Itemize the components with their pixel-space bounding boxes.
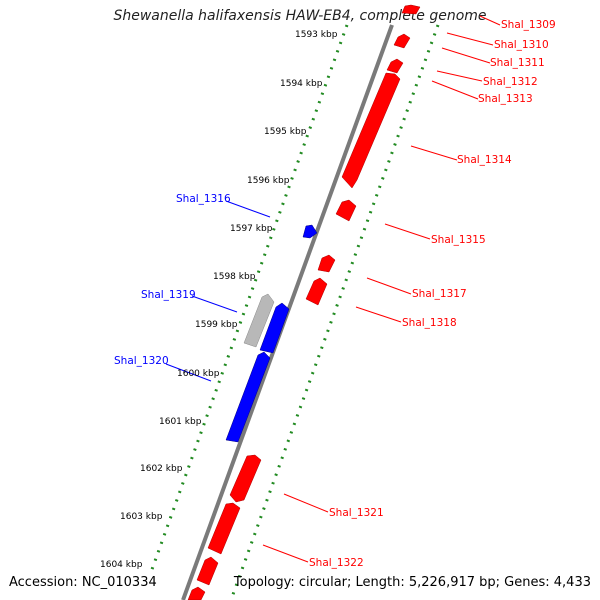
gene-label-shal-1312[interactable]: Shal_1312 bbox=[483, 76, 538, 88]
gene-shal-1309[interactable] bbox=[401, 4, 421, 15]
gene-shal-1321[interactable] bbox=[229, 454, 262, 503]
tick-label: 1595 kbp bbox=[264, 127, 307, 137]
gene-shal-1317[interactable] bbox=[317, 254, 336, 273]
gene-label-shal-1309[interactable]: Shal_1309 bbox=[501, 19, 556, 31]
gene-shal-1319-other[interactable] bbox=[243, 293, 275, 348]
gene-partial-bottom[interactable] bbox=[187, 586, 206, 600]
gene-labels: Shal_1309 Shal_1310 Shal_1311 Shal_1312 Shal… bbox=[114, 19, 556, 569]
gene-shal-1311[interactable] bbox=[386, 58, 404, 74]
right-leader-lines bbox=[262, 15, 501, 563]
tick-label: 1596 kbp bbox=[247, 176, 290, 186]
gene-label-shal-1322[interactable]: Shal_1322 bbox=[309, 557, 364, 569]
gene-shal-1322a[interactable] bbox=[207, 502, 241, 555]
tick-label: 1600 kbp bbox=[177, 369, 220, 379]
gene-label-shal-1313[interactable]: Shal_1313 bbox=[478, 93, 533, 105]
tick-label: 1593 kbp bbox=[295, 30, 338, 40]
tick-label: 1598 kbp bbox=[213, 272, 256, 282]
gene-shal-1320[interactable] bbox=[225, 351, 271, 443]
gene-label-shal-1311[interactable]: Shal_1311 bbox=[490, 57, 545, 69]
gene-shal-1322b[interactable] bbox=[196, 556, 219, 586]
kbp-labels: 1593 kbp 1594 kbp 1595 kbp 1596 kbp 1597 kbp… bbox=[100, 30, 338, 570]
genome-summary: Topology: circular; Length: 5,226,917 bp… bbox=[233, 575, 591, 590]
tick-label: 1599 kbp bbox=[195, 320, 238, 330]
gene-label-shal-1320[interactable]: Shal_1320 bbox=[114, 355, 169, 367]
gene-label-shal-1321[interactable]: Shal_1321 bbox=[329, 507, 384, 519]
accession-text: Accession: NC_010334 bbox=[9, 575, 157, 590]
tick-label: 1597 kbp bbox=[230, 224, 273, 234]
gene-shal-1319[interactable] bbox=[259, 302, 290, 354]
tick-label: 1601 kbp bbox=[159, 417, 202, 427]
gene-label-shal-1316[interactable]: Shal_1316 bbox=[176, 193, 231, 205]
gene-label-shal-1310[interactable]: Shal_1310 bbox=[494, 39, 549, 51]
gene-label-shal-1315[interactable]: Shal_1315 bbox=[431, 234, 486, 246]
gene-shal-1313[interactable] bbox=[341, 72, 401, 189]
gene-label-shal-1314[interactable]: Shal_1314 bbox=[457, 154, 512, 166]
tick-label: 1594 kbp bbox=[280, 79, 323, 89]
left-leader-lines bbox=[165, 200, 271, 382]
gene-shal-1315[interactable] bbox=[335, 199, 357, 222]
gene-shal-1310[interactable] bbox=[393, 33, 411, 49]
gene-shal-1318[interactable] bbox=[305, 277, 328, 306]
tick-label: 1603 kbp bbox=[120, 512, 163, 522]
map-title: Shewanella halifaxensis HAW-EB4, complet… bbox=[113, 8, 487, 24]
tick-label: 1602 kbp bbox=[140, 464, 183, 474]
outer-tick-track bbox=[148, 24, 349, 576]
gene-shal-1316[interactable] bbox=[302, 224, 318, 239]
gene-label-shal-1318[interactable]: Shal_1318 bbox=[402, 317, 457, 329]
gene-label-shal-1317[interactable]: Shal_1317 bbox=[412, 288, 467, 300]
tick-label: 1604 kbp bbox=[100, 560, 143, 570]
gene-label-shal-1319[interactable]: Shal_1319 bbox=[141, 289, 196, 301]
